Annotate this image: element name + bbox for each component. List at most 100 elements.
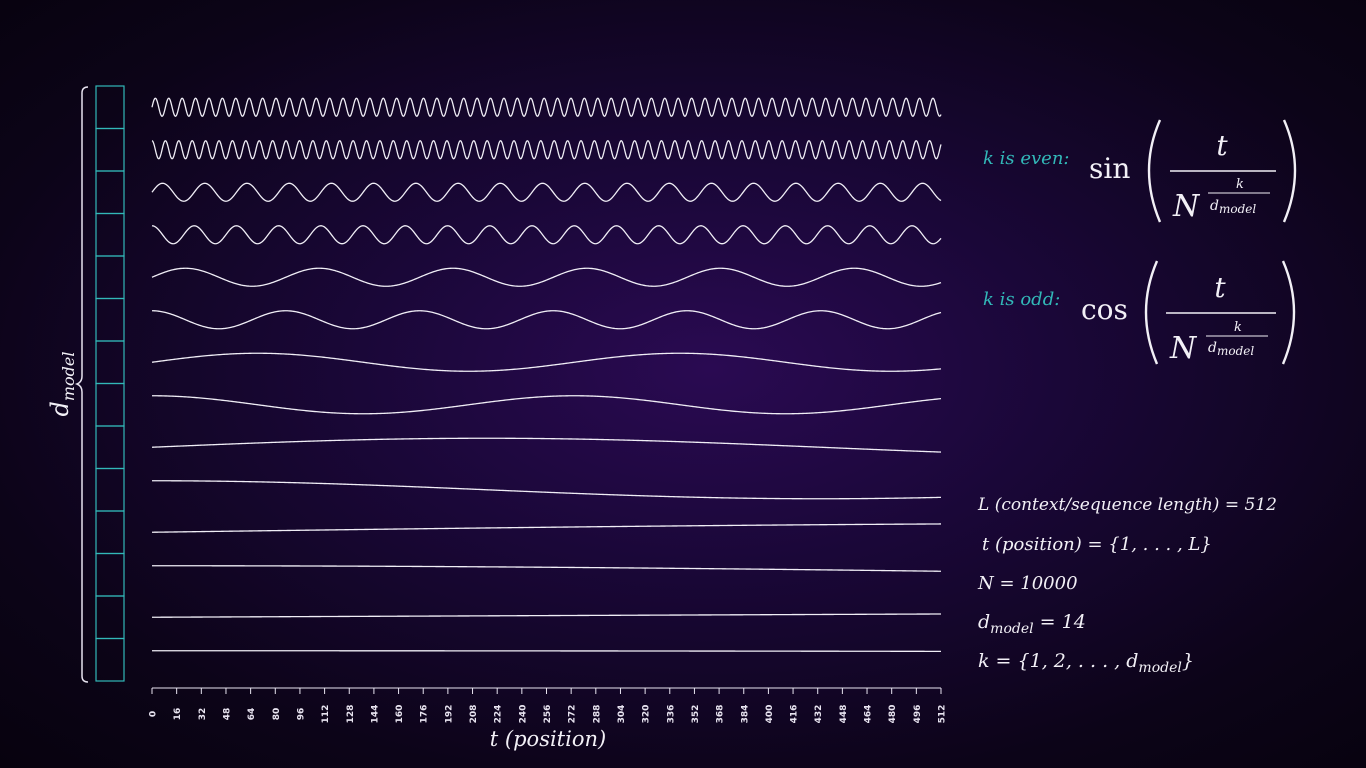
formula-even-exp-den: dmodel	[1210, 198, 1256, 216]
formula-odd-exp-den-main: d	[1208, 340, 1217, 356]
vector-cell	[95, 85, 125, 130]
x-tick-label: 480	[888, 705, 898, 724]
x-tick-label: 256	[543, 705, 553, 724]
formula-even-numerator: t	[1216, 129, 1228, 162]
formula-even-right-paren	[1282, 119, 1297, 223]
series-line-k1	[151, 97, 942, 117]
x-tick-label: 320	[642, 705, 652, 724]
x-tick-label: 160	[395, 705, 405, 724]
formula-odd-func: cos	[1081, 293, 1128, 326]
formula-even: k is even: sin t N k dmodel	[983, 119, 1297, 224]
x-tick-label: 304	[617, 705, 627, 724]
x-tick-label: 64	[247, 708, 257, 721]
param-d: dmodel = 14	[978, 611, 1086, 637]
x-tick-label: 272	[568, 705, 578, 724]
vector-cell	[95, 340, 125, 385]
series-line-k12	[152, 565, 942, 572]
vector-cell	[95, 382, 125, 427]
x-tick-label: 240	[518, 705, 528, 724]
param-d-main: d	[978, 611, 990, 633]
series-line-k7	[151, 352, 942, 372]
param-k-pre: k = {1, 2, . . . , d	[978, 650, 1138, 672]
formula-even-label: k is even:	[983, 148, 1069, 169]
x-tick-label: 96	[296, 708, 306, 721]
x-tick-label: 336	[666, 705, 676, 724]
formula-odd-numerator: t	[1214, 271, 1226, 304]
formula-odd-right-paren	[1281, 260, 1296, 365]
param-k: k = {1, 2, . . . , dmodel}	[978, 650, 1194, 676]
param-k-post: }	[1182, 650, 1194, 672]
param-N: N = 10000	[977, 573, 1078, 594]
x-tick-label: 400	[765, 705, 775, 724]
series-line-k9	[151, 437, 942, 453]
formula-odd-base: N	[1169, 331, 1198, 366]
formula-odd-left-paren	[1144, 260, 1159, 365]
formula-even-left-paren	[1147, 119, 1162, 223]
x-axis-label: t (position)	[490, 727, 606, 751]
x-tick-label: 112	[321, 705, 331, 724]
x-tick-label: 16	[173, 708, 183, 721]
vector-cell	[95, 467, 125, 512]
series-line-k14	[152, 650, 941, 653]
vector-cell	[95, 297, 125, 342]
x-tick-label: 464	[864, 705, 874, 724]
vector-cell	[95, 595, 125, 640]
x-tick-label: 192	[444, 705, 454, 724]
series-line-k3	[151, 182, 942, 202]
x-tick-label: 176	[420, 705, 430, 724]
parameter-list: L (context/sequence length) = 512 t (pos…	[977, 495, 1277, 676]
x-tick-label: 48	[222, 708, 232, 721]
formula-even-base: N	[1172, 189, 1201, 224]
formula-odd-exp-num: k	[1234, 320, 1242, 335]
series-line-k8	[152, 395, 942, 415]
series-line-k10	[152, 480, 942, 500]
param-t: t (position) = {1, . . . , L}	[982, 534, 1212, 555]
x-tick-label: 128	[346, 705, 356, 724]
x-tick-label: 384	[740, 705, 750, 724]
series-line-k13	[151, 613, 942, 618]
param-L: L (context/sequence length) = 512	[977, 495, 1277, 515]
series-line-k4	[151, 225, 942, 245]
formula-odd-exp-den: dmodel	[1208, 340, 1254, 358]
x-tick-label: 368	[716, 705, 726, 724]
vector-cell	[95, 255, 125, 300]
formula-odd-exp-den-sub: model	[1217, 344, 1254, 358]
y-axis-label-sub: model	[59, 351, 78, 401]
formula-even-exp-den-sub: model	[1219, 202, 1256, 216]
param-k-sub: model	[1138, 660, 1181, 676]
formula-even-exp-den-main: d	[1210, 198, 1219, 214]
series-line-k5	[151, 267, 942, 287]
formula-odd-label: k is odd:	[983, 289, 1060, 310]
y-axis-label-main: d	[46, 401, 74, 416]
formula-odd: k is odd: cos t N k dmodel	[983, 260, 1296, 366]
formula-even-func: sin	[1089, 152, 1130, 185]
y-axis-label: dmodel	[46, 351, 78, 416]
x-tick-label: 496	[913, 705, 923, 724]
dimension-brace	[74, 86, 89, 683]
vector-cell	[95, 510, 125, 555]
vector-cell	[95, 637, 125, 682]
series-line-k2	[151, 140, 942, 160]
x-tick-label: 144	[370, 705, 380, 724]
param-d-val: = 14	[1034, 611, 1086, 633]
vector-cell	[95, 170, 125, 215]
param-d-sub: model	[990, 621, 1033, 637]
x-tick-label: 512	[938, 705, 948, 724]
series-line-k6	[151, 310, 942, 330]
x-tick-label: 208	[469, 705, 479, 724]
x-tick-label: 80	[272, 708, 282, 721]
x-axis-ticks: 0 16 32 48 64 80 96 112 128 144 160 176 192 208 224 240…	[149, 688, 948, 723]
formula-even-exp-num: k	[1236, 177, 1244, 192]
x-tick-label: 448	[839, 705, 849, 724]
x-tick-label: 352	[691, 705, 701, 724]
x-tick-label: 432	[814, 705, 824, 724]
vector-cell	[95, 552, 125, 597]
embedding-vector-cells	[95, 85, 125, 682]
vector-cell	[95, 212, 125, 257]
x-tick-label: 32	[198, 708, 208, 721]
svg-text:dmodel: dmodel	[46, 351, 78, 416]
series-line-k11	[151, 523, 942, 533]
x-tick-label: 288	[592, 705, 602, 724]
x-tick-label: 416	[790, 705, 800, 724]
